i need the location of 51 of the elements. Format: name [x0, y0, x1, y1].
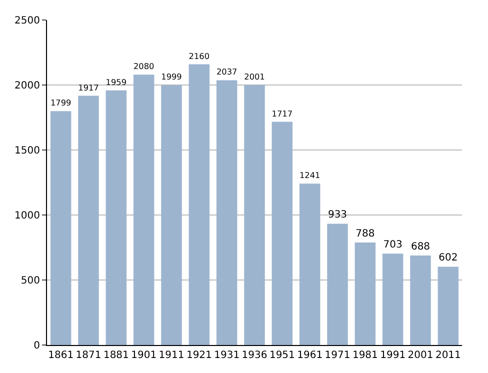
x-tick-label: 1936	[242, 350, 268, 361]
data-label: 1999	[161, 72, 182, 82]
bar	[50, 111, 72, 345]
x-tick-label: 2001	[408, 350, 434, 361]
y-tick-label: 1000	[14, 210, 40, 222]
x-tick-label: 1881	[103, 350, 129, 361]
bar	[78, 96, 99, 345]
data-label: 788	[356, 228, 375, 240]
data-label: 1241	[299, 170, 320, 180]
y-tick-label: 0	[34, 340, 40, 352]
data-label: 2080	[133, 61, 154, 72]
data-label: 2160	[188, 50, 210, 61]
x-tick-label: 1861	[48, 350, 74, 361]
bar	[161, 85, 182, 345]
data-label: 1917	[78, 82, 99, 92]
bar	[106, 90, 127, 345]
bar	[327, 224, 348, 345]
data-label: 2001	[244, 71, 265, 82]
data-label: 1717	[272, 108, 293, 118]
bar	[272, 122, 293, 345]
bar	[438, 266, 459, 345]
bar	[354, 242, 376, 345]
x-tick-label: 1961	[297, 350, 323, 361]
bar	[410, 256, 431, 345]
x-tick-label: 1871	[76, 350, 102, 361]
x-tick-label: 1971	[324, 350, 350, 361]
x-tick-label: 2011	[435, 350, 461, 361]
bar	[133, 74, 154, 345]
y-tick-label: 2500	[14, 16, 40, 26]
data-label: 602	[438, 252, 458, 264]
data-label: 703	[383, 240, 402, 251]
x-tick-label: 1981	[352, 350, 378, 361]
x-tick-label: 1931	[214, 350, 240, 361]
bar	[188, 64, 210, 345]
x-tick-label: 1991	[380, 350, 406, 361]
data-label: 2037	[216, 66, 238, 77]
x-tick-label: 1901	[131, 350, 157, 361]
bar	[299, 184, 320, 345]
data-label: 1799	[50, 98, 72, 108]
bar	[216, 80, 238, 345]
y-tick-label: 500	[20, 276, 40, 286]
data-label: 1959	[106, 76, 127, 87]
y-tick-label: 2000	[14, 80, 40, 92]
x-tick-label: 1921	[186, 350, 212, 361]
x-tick-label: 1951	[269, 350, 295, 361]
x-tick-label: 1911	[158, 350, 184, 361]
bar	[382, 254, 404, 345]
data-label: 688	[410, 242, 430, 253]
bar	[244, 84, 265, 345]
data-label: 933	[328, 210, 348, 221]
y-tick-label: 1500	[14, 146, 40, 156]
